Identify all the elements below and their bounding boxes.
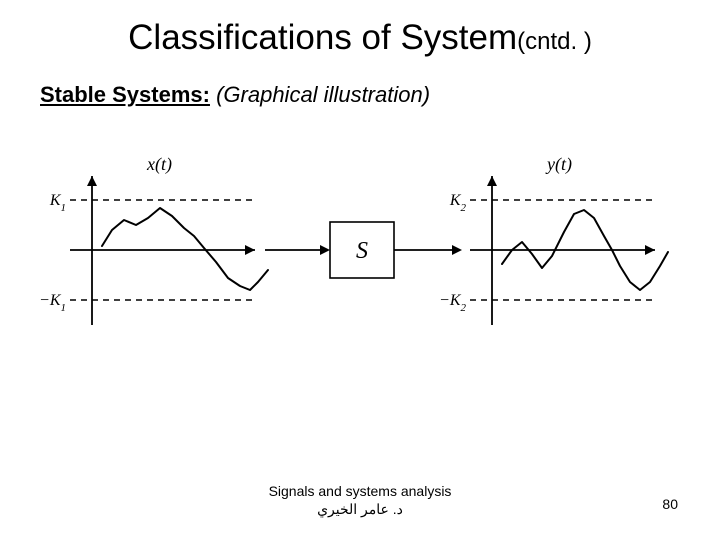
slide-title: Classifications of System(cntd. ) bbox=[0, 18, 720, 58]
subtitle: Stable Systems: (Graphical illustration) bbox=[40, 82, 430, 108]
title-cntd: (cntd. ) bbox=[517, 28, 592, 55]
svg-text:y(t): y(t) bbox=[545, 154, 572, 175]
subtitle-paren: (Graphical illustration) bbox=[210, 82, 430, 107]
svg-text:K2: K2 bbox=[449, 192, 467, 214]
subtitle-lead: Stable Systems: bbox=[40, 82, 210, 107]
figure: x(t) K1 −K1 y(t) K2 −K2 S bbox=[40, 150, 680, 360]
slide: Classifications of System(cntd. ) Stable… bbox=[0, 0, 720, 540]
title-main: Classifications of System bbox=[128, 18, 517, 57]
page-number: 80 bbox=[662, 496, 678, 512]
footer-line-1: Signals and systems analysis bbox=[0, 483, 720, 501]
footer: Signals and systems analysis د. عامر الخ… bbox=[0, 483, 720, 518]
svg-text:S: S bbox=[356, 238, 368, 264]
figure-svg: x(t) K1 −K1 y(t) K2 −K2 S bbox=[40, 150, 680, 360]
svg-text:x(t): x(t) bbox=[146, 154, 172, 175]
footer-line-2: د. عامر الخيري bbox=[0, 501, 720, 519]
svg-text:−K2: −K2 bbox=[439, 292, 466, 314]
svg-text:K1: K1 bbox=[49, 192, 66, 214]
svg-text:−K1: −K1 bbox=[40, 292, 66, 314]
